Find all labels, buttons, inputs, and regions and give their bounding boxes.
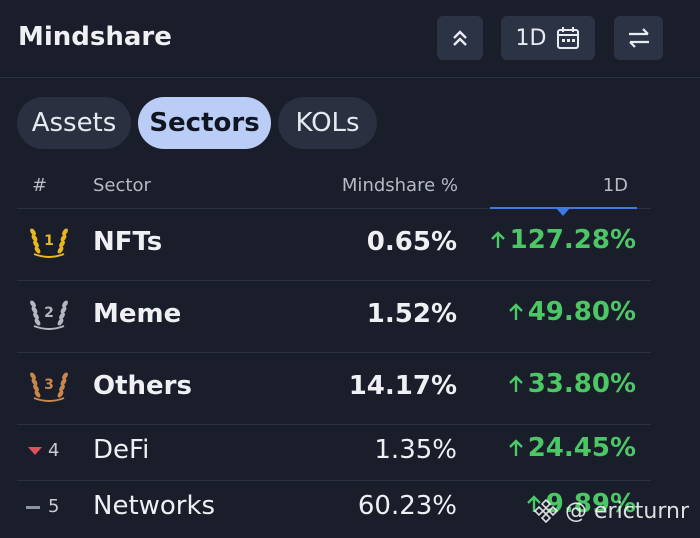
laurel-icon (30, 300, 68, 330)
column-header: Sector (93, 175, 151, 196)
swap-button[interactable] (614, 16, 663, 60)
divider (17, 424, 651, 425)
divider (17, 352, 651, 353)
chevrons-icon (453, 30, 467, 46)
laurel-icon (30, 228, 68, 258)
change-cell: 9.89% (526, 489, 636, 519)
change-cell: 24.45% (508, 433, 636, 463)
mindshare-value: 14.17% (348, 371, 457, 401)
divider (17, 480, 651, 481)
up-arrow (508, 375, 523, 392)
change-cell: 33.80% (508, 369, 636, 399)
change-value: 24.45% (527, 433, 636, 463)
rank-badge: 1 (26, 226, 72, 260)
tab-active[interactable]: Sectors (138, 97, 271, 149)
sector-name[interactable]: NFTs (93, 227, 163, 257)
column-header: # (32, 175, 48, 196)
watermark-text: @ ericturnr (565, 498, 689, 524)
flat-indicator (26, 506, 40, 509)
rank-number: 2 (44, 305, 54, 321)
up-arrow (508, 439, 523, 456)
change-cell: 127.28% (490, 225, 636, 255)
rank-number: 5 (48, 496, 60, 517)
column-header[interactable]: 1D (602, 175, 628, 196)
rank-number: 3 (44, 377, 54, 393)
mindshare-value: 1.52% (366, 299, 457, 329)
sector-name[interactable]: DeFi (93, 435, 150, 465)
laurel-icon (30, 372, 68, 402)
up-arrow (508, 303, 523, 320)
mindshare-value: 0.65% (366, 227, 457, 257)
rank-number: 4 (48, 440, 60, 461)
sort-caret (556, 208, 570, 216)
header-divider (0, 77, 700, 78)
change-cell: 49.80% (508, 297, 636, 327)
collapse-button[interactable] (437, 16, 483, 60)
rank-badge: 2 (26, 298, 72, 332)
up-arrow (526, 495, 541, 512)
period-button[interactable]: 1D (501, 16, 595, 60)
rank-number: 1 (44, 233, 54, 249)
change-value: 49.80% (527, 297, 636, 327)
column-header: Mindshare % (341, 175, 458, 196)
up-arrow (490, 231, 505, 248)
tab[interactable]: KOLs (278, 97, 377, 149)
tab[interactable]: Assets (17, 97, 131, 149)
change-value: 9.89% (545, 489, 636, 519)
sector-name[interactable]: Others (93, 371, 192, 401)
sector-name[interactable]: Networks (93, 491, 216, 521)
watermark-icon (533, 498, 559, 524)
rank-badge: 3 (26, 370, 72, 404)
change-value: 33.80% (527, 369, 636, 399)
period-label: 1D (515, 25, 547, 51)
watermark: @ ericturnr (533, 498, 689, 524)
mindshare-value: 60.23% (357, 491, 457, 521)
sector-name[interactable]: Meme (93, 299, 182, 329)
swap-icon (628, 28, 649, 48)
divider (17, 208, 651, 209)
calendar-icon (557, 27, 580, 49)
down-indicator (28, 447, 42, 455)
change-value: 127.28% (509, 225, 636, 255)
divider (17, 280, 651, 281)
mindshare-value: 1.35% (374, 435, 457, 465)
title: Mindshare (18, 22, 172, 52)
